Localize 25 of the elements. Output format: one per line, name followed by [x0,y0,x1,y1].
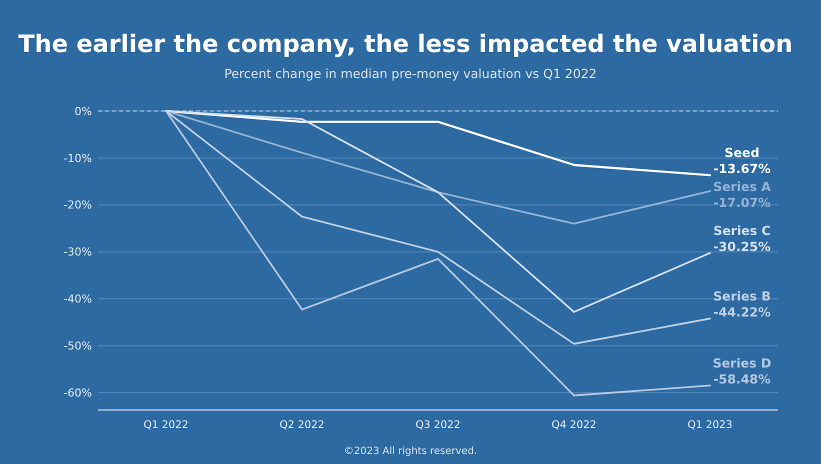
series-label: Seed [724,145,760,160]
y-tick-label: -60% [64,386,92,400]
x-tick-label: Q2 2022 [279,419,325,431]
x-tick-label: Q1 2023 [687,419,733,431]
data-label: -30.25% [713,238,772,254]
y-tick-label: -20% [64,198,92,212]
series-label: Series D [712,356,772,370]
chart-title: The earlier the company, the less impacted the valuation [18,30,793,58]
y-tick-label: -40% [64,292,92,306]
x-tick-label: Q3 2022 [415,419,461,431]
data-label: -13.67% [713,161,772,176]
data-label: -17.07% [713,195,772,210]
chart-subtitle: Percent change in median pre-money valuation vs Q1 2022 [224,66,597,81]
data-label: -44.22% [713,304,772,320]
x-tick-label: Q4 2022 [551,419,597,431]
series-label: Series B [713,288,771,304]
y-tick-label: 0% [74,104,92,118]
data-label: -58.48% [713,372,772,386]
x-tick-label: Q1 2022 [143,419,189,431]
text: ©2023 All rights reserved. [344,446,478,457]
y-tick-label: -10% [64,152,92,165]
y-tick-label: -30% [64,246,92,259]
y-tick-label: -50% [64,340,92,353]
series-label: Series C [713,222,771,238]
series-label: Series A [713,179,772,194]
